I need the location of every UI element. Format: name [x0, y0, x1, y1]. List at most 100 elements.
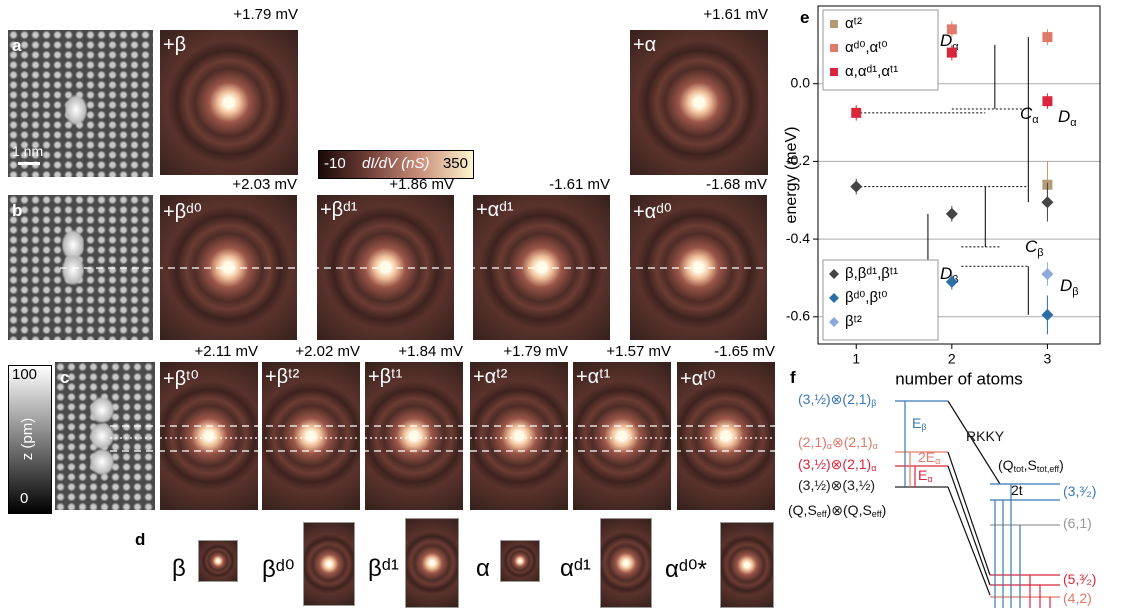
- level-text: eff: [872, 509, 882, 519]
- level-text: eff: [817, 509, 827, 519]
- annotation-text: C: [1025, 237, 1038, 256]
- level-label: (3,½)⊗(3,½): [798, 477, 875, 493]
- legend-label: α,αᵈ¹,αᵗ¹: [845, 63, 898, 80]
- diagram-line: [948, 401, 1000, 484]
- diagram-line: [948, 466, 990, 585]
- data-point: [850, 181, 862, 193]
- level-label: (2,1)α⊗(2,1)α: [798, 434, 878, 452]
- data-point: [851, 108, 861, 118]
- legend-marker: [830, 68, 838, 76]
- annotation: Cα: [1020, 104, 1039, 125]
- colorbar-max: 350: [432, 155, 468, 173]
- level-label: (6,1): [1063, 515, 1092, 531]
- level-text: β: [921, 422, 926, 432]
- bias-label: +2.03 mV: [140, 176, 297, 194]
- plot-frame: [818, 6, 1100, 344]
- adatom: [90, 423, 114, 449]
- data-point: [1042, 96, 1052, 106]
- level-label: (5,³⁄₂): [1063, 571, 1096, 587]
- panel-label: d: [135, 530, 149, 550]
- panel-label: f: [790, 368, 804, 388]
- legend-box: [823, 10, 938, 90]
- level-text: (3,½)⊗(2,1): [798, 391, 871, 407]
- annotation: Dβ: [940, 264, 959, 285]
- map-label: +βᵗ⁰: [163, 366, 261, 390]
- orbital-map: [405, 518, 459, 608]
- map-label: +βᵈ⁰: [163, 199, 300, 223]
- annotation-sub: β: [1037, 247, 1043, 259]
- orbital-map: [500, 540, 540, 582]
- level-text: α: [871, 463, 876, 473]
- map-label: +βᵗ²: [265, 366, 363, 390]
- map-label: +αᵈ⁰: [633, 199, 770, 223]
- level-text: RKKY: [966, 428, 1005, 444]
- map-label: +βᵗ¹: [368, 366, 466, 390]
- legend-marker: [829, 317, 839, 327]
- annotation: Dα: [940, 31, 959, 52]
- level-text: (Q,S: [788, 502, 817, 518]
- annotation-text: D: [940, 264, 952, 283]
- z-bar-label: z (pm): [19, 399, 37, 479]
- orbital-map: [720, 522, 774, 608]
- bias-label: +1.79 mV: [450, 343, 568, 361]
- level-text: tot: [1014, 464, 1025, 474]
- legend-marker: [830, 20, 838, 28]
- data-point: [1041, 309, 1053, 321]
- y-axis-label: energy (meV): [783, 127, 800, 224]
- level-text: ): [1059, 457, 1064, 473]
- data-point: [1041, 196, 1053, 208]
- level-text: (Q: [998, 457, 1014, 473]
- figure: 1 nm+1.79 mV+β+1.61 mV+α+2.03 mV+βᵈ⁰+1.8…: [0, 0, 1126, 608]
- level-text: (3,³⁄₂): [1063, 483, 1096, 499]
- bias-label: -1.68 mV: [610, 176, 767, 194]
- level-text: tot,eff: [1037, 464, 1060, 474]
- level-text: )⊗(Q,S: [827, 502, 872, 518]
- panel-label: c: [60, 368, 74, 388]
- annotation-sub: α: [1070, 117, 1077, 129]
- legend-label: αᵗ²: [845, 15, 862, 32]
- legend-label: βᵗ²: [845, 313, 862, 330]
- z-bar-max: 100: [12, 366, 42, 384]
- orbital-map: [600, 518, 652, 608]
- colorbar-label: dI/dV (nS): [362, 155, 442, 173]
- level-text: (6,1): [1063, 515, 1092, 531]
- level-label: (3,³⁄₂): [1063, 483, 1096, 499]
- legend-marker: [829, 293, 839, 303]
- level-text: E: [912, 415, 921, 431]
- level-text: (4,2): [1063, 590, 1092, 606]
- bias-label: +1.79 mV: [140, 6, 298, 24]
- legend-marker: [830, 44, 838, 52]
- x-axis-label: number of atoms: [895, 369, 1023, 388]
- bias-label: -1.61 mV: [453, 176, 610, 194]
- level-text: ,S: [1024, 457, 1037, 473]
- legend-marker: [829, 269, 839, 279]
- annotation: Cβ: [1025, 237, 1044, 258]
- data-point: [1042, 32, 1052, 42]
- map-label: +βᵈ¹: [320, 199, 457, 223]
- panel-label: a: [12, 36, 26, 56]
- level-text: 2E: [918, 449, 935, 465]
- annotation-sub: β: [952, 274, 958, 286]
- bias-label: +1.84 mV: [345, 343, 463, 361]
- level-text: α: [827, 441, 832, 451]
- y-tick-label: -0.2: [786, 152, 810, 168]
- data-point: [1042, 180, 1052, 190]
- level-label: 2Eα: [918, 449, 940, 467]
- y-tick-label: -0.4: [786, 230, 810, 246]
- y-tick-label: 0.0: [791, 74, 811, 90]
- level-label: (Q,Seff)⊗(Q,Seff): [788, 502, 886, 520]
- map-label: +αᵗ²: [473, 366, 571, 390]
- orbital-map: [198, 540, 238, 582]
- level-label: (4,2): [1063, 590, 1092, 606]
- adatom: [90, 397, 114, 423]
- legend-box: [823, 260, 938, 340]
- legend-label: βᵈ⁰,βᵗ⁰: [845, 289, 887, 306]
- level-text: β: [871, 398, 876, 408]
- orbital-map: [303, 522, 355, 606]
- annotation: Dα: [1058, 107, 1077, 128]
- level-text: α: [873, 441, 878, 451]
- adatom: [65, 95, 87, 125]
- bias-label: -1.65 mV: [657, 343, 775, 361]
- bias-label: +2.11 mV: [140, 343, 258, 361]
- scale-bar-label: 1 nm: [12, 143, 72, 161]
